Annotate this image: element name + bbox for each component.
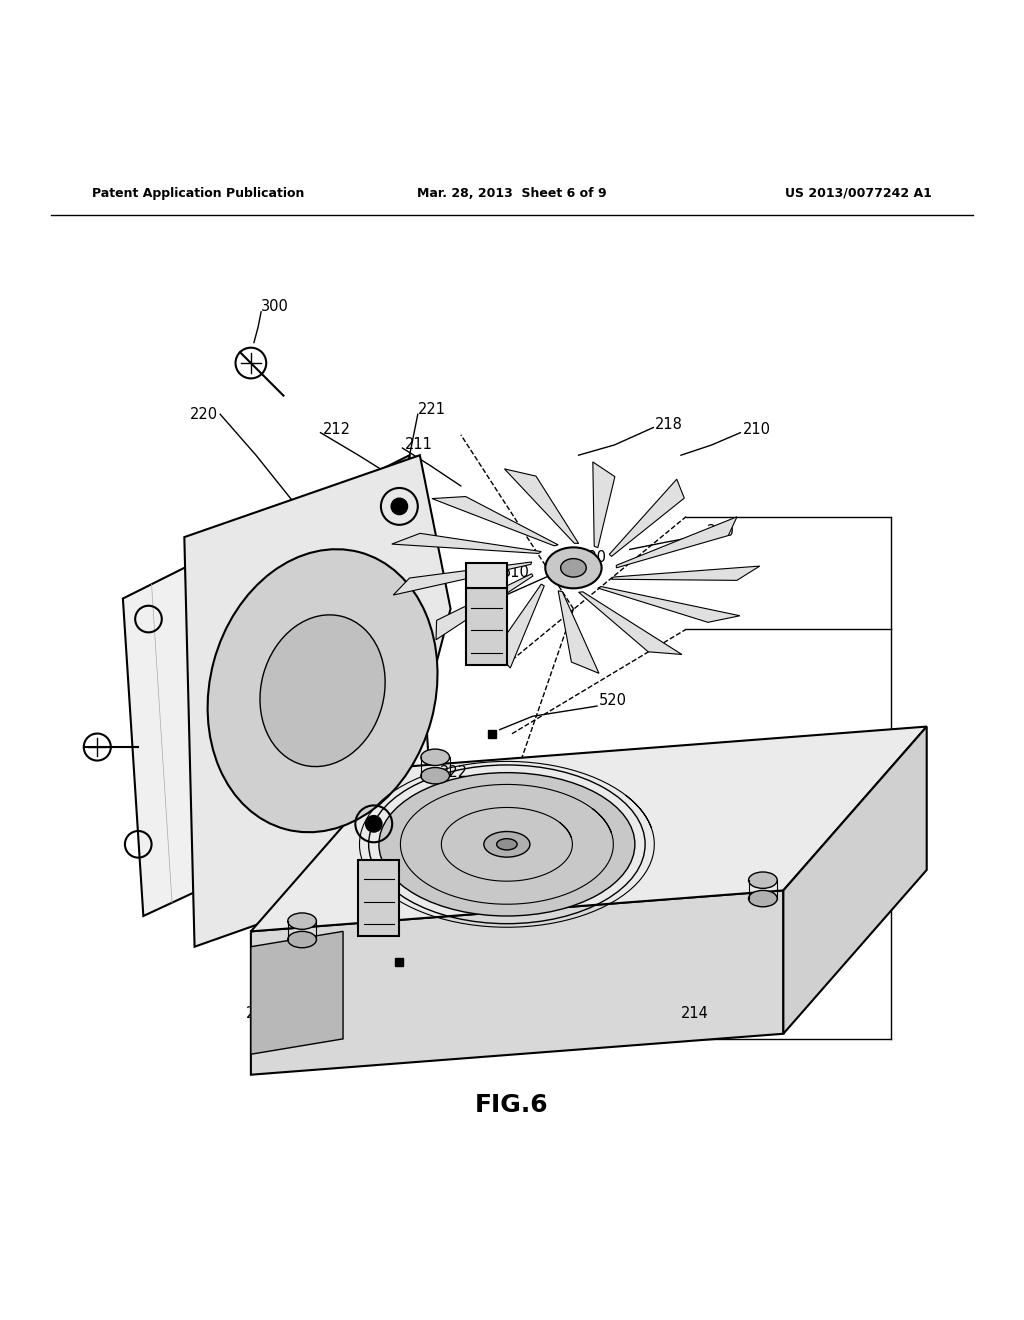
Ellipse shape: [749, 891, 777, 907]
Ellipse shape: [288, 932, 316, 948]
Text: 222: 222: [440, 766, 468, 780]
Bar: [358, 859, 399, 936]
Text: 510: 510: [502, 565, 529, 581]
Polygon shape: [123, 455, 430, 916]
Text: 212: 212: [323, 422, 350, 437]
Ellipse shape: [484, 832, 530, 857]
Polygon shape: [598, 586, 740, 622]
Ellipse shape: [561, 558, 586, 577]
Polygon shape: [393, 562, 531, 595]
Text: 500: 500: [579, 550, 606, 565]
Polygon shape: [783, 726, 927, 1034]
Text: 214: 214: [681, 1006, 709, 1020]
Bar: [466, 589, 507, 665]
Text: 220: 220: [189, 407, 217, 422]
Polygon shape: [184, 455, 451, 946]
Text: 300: 300: [261, 300, 289, 314]
Ellipse shape: [546, 548, 602, 589]
Text: 211: 211: [404, 437, 432, 453]
Polygon shape: [579, 591, 682, 655]
Ellipse shape: [749, 873, 777, 888]
Text: 520: 520: [599, 693, 627, 709]
Polygon shape: [495, 585, 545, 668]
Ellipse shape: [421, 748, 450, 766]
Bar: [466, 562, 507, 589]
Text: 210: 210: [742, 422, 770, 437]
Circle shape: [391, 498, 408, 515]
Ellipse shape: [421, 767, 450, 784]
Text: 215: 215: [246, 1006, 273, 1020]
Ellipse shape: [379, 772, 635, 916]
Polygon shape: [616, 517, 737, 568]
Text: Mar. 28, 2013  Sheet 6 of 9: Mar. 28, 2013 Sheet 6 of 9: [417, 186, 607, 199]
Text: US 2013/0077242 A1: US 2013/0077242 A1: [785, 186, 932, 199]
Polygon shape: [593, 462, 614, 548]
Ellipse shape: [208, 549, 437, 832]
Ellipse shape: [260, 615, 385, 767]
Polygon shape: [609, 479, 684, 557]
Polygon shape: [436, 574, 532, 640]
Text: Patent Application Publication: Patent Application Publication: [92, 186, 304, 199]
Ellipse shape: [497, 838, 517, 850]
Polygon shape: [251, 891, 783, 1074]
Polygon shape: [505, 469, 579, 544]
Polygon shape: [251, 932, 343, 1055]
Ellipse shape: [288, 913, 316, 929]
Text: FIG.6: FIG.6: [475, 1093, 549, 1118]
Polygon shape: [392, 533, 542, 553]
Polygon shape: [558, 591, 599, 673]
Polygon shape: [611, 566, 760, 581]
Text: 221: 221: [418, 401, 445, 417]
Circle shape: [366, 816, 382, 832]
Text: 218: 218: [655, 417, 683, 432]
Polygon shape: [251, 726, 927, 932]
Polygon shape: [432, 496, 558, 546]
Text: 230: 230: [707, 524, 734, 540]
